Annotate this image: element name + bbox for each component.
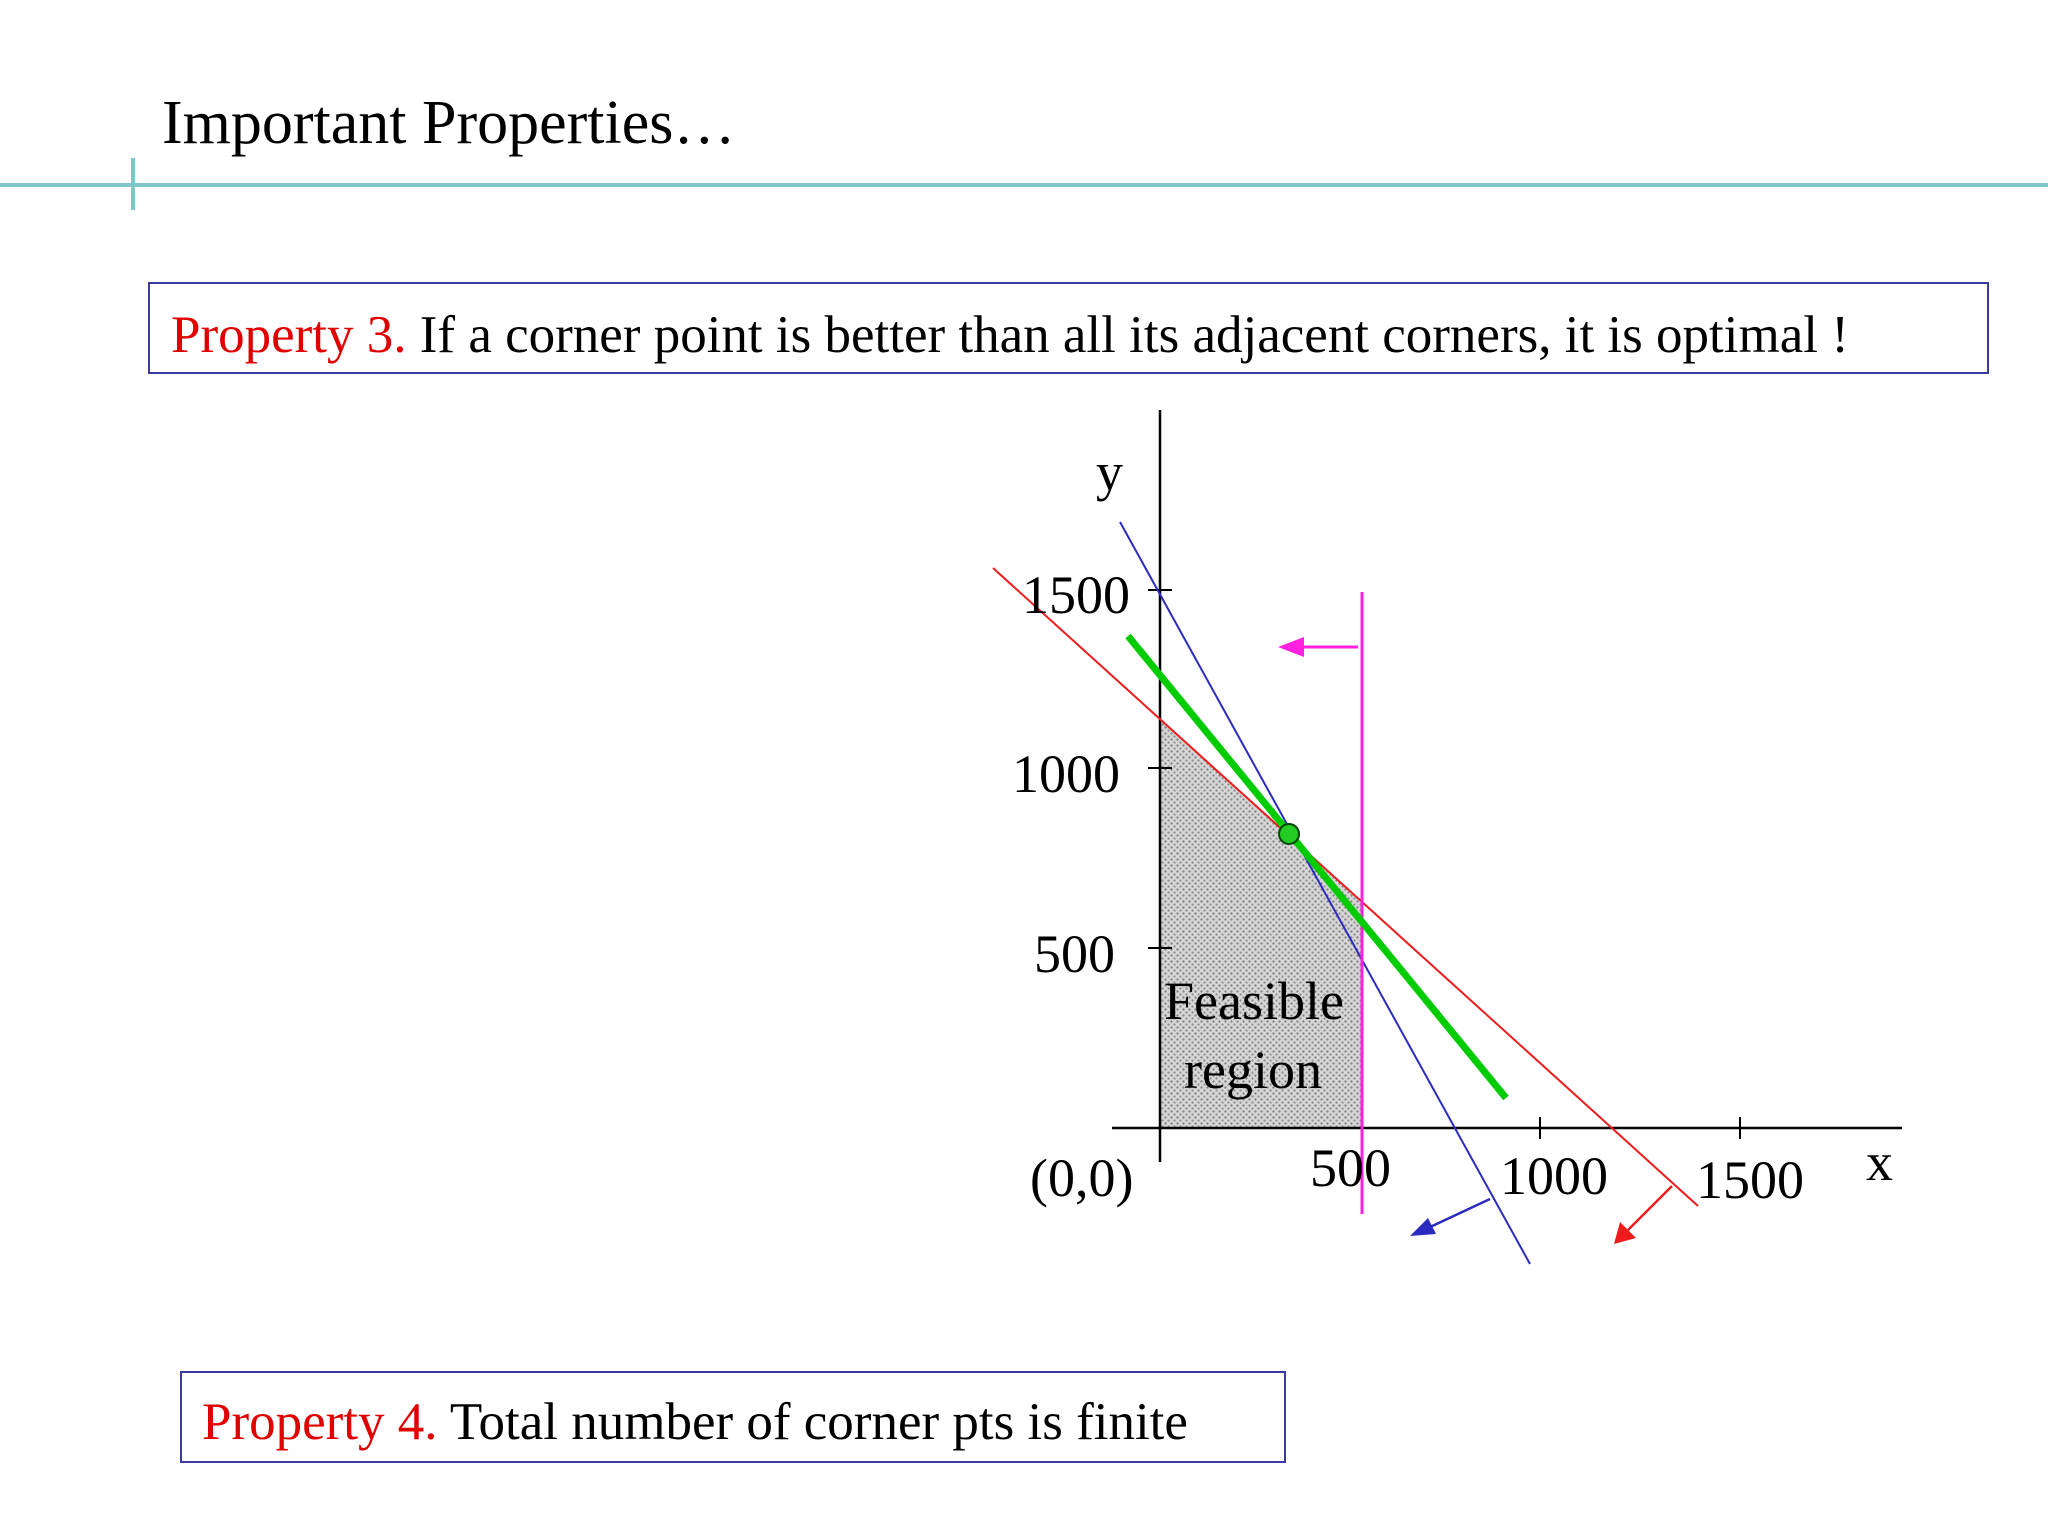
region-label-line2: region	[1184, 1040, 1322, 1100]
property-3-label: Property 3.	[171, 306, 407, 364]
property-4-box: Property 4. Total number of corner pts i…	[180, 1371, 1286, 1463]
region-label-line1: Feasible	[1164, 971, 1344, 1031]
magenta-direction-arrow	[1278, 637, 1358, 657]
red-direction-arrow	[1614, 1185, 1673, 1244]
y-axis-label: y	[1096, 442, 1123, 502]
optimal-corner-point	[1278, 823, 1300, 845]
red-constraint-line	[992, 567, 1699, 1207]
feasible-region	[1160, 720, 1362, 1128]
objective-line	[1125, 633, 1509, 1101]
title-underline	[0, 183, 2048, 187]
blue-direction-arrow	[1410, 1197, 1491, 1236]
property-3-text: If a corner point is better than all its…	[406, 306, 1849, 364]
property-4-label: Property 4.	[202, 1393, 438, 1451]
y-tick-label-1500: 1500	[1022, 565, 1130, 625]
y-tick-label-500: 500	[1034, 924, 1115, 984]
property-3-box: Property 3. If a corner point is better …	[148, 282, 1989, 374]
x-tick-label-1500: 1500	[1696, 1150, 1804, 1210]
origin-label: (0,0)	[1030, 1148, 1133, 1208]
title-accent-tick	[131, 158, 135, 210]
blue-constraint-line	[1119, 521, 1531, 1265]
property-4-text: Total number of corner pts is finite	[437, 1393, 1188, 1451]
x-axis-label: x	[1866, 1132, 1893, 1192]
x-tick-label-1000: 1000	[1500, 1146, 1608, 1206]
x-tick-label-500: 500	[1310, 1138, 1391, 1198]
y-tick-label-1000: 1000	[1012, 744, 1120, 804]
slide-title: Important Properties…	[162, 89, 736, 157]
